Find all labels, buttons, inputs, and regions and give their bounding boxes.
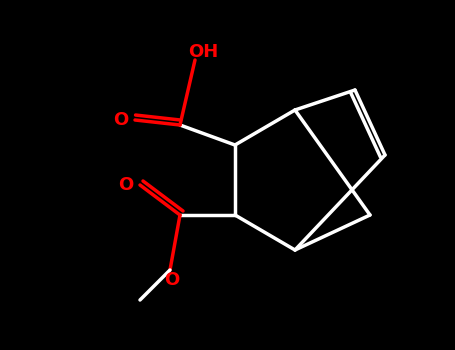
Text: O: O	[118, 176, 134, 194]
Text: OH: OH	[188, 43, 218, 61]
Text: O: O	[113, 111, 129, 129]
Text: O: O	[164, 271, 180, 289]
